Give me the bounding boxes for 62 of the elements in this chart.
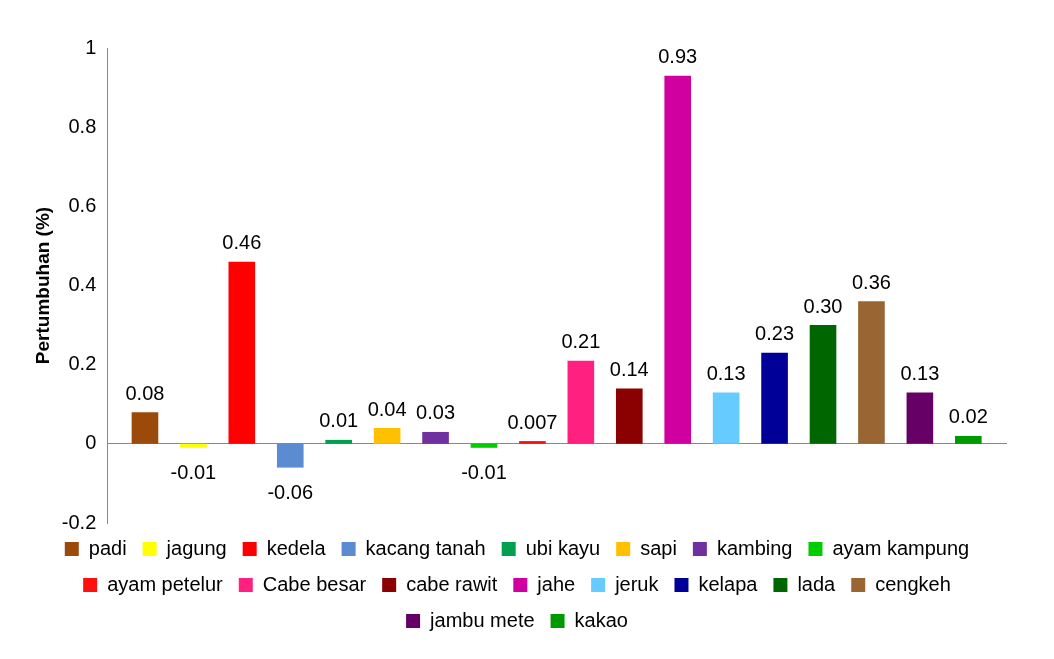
y-tick-label: 0.4: [68, 273, 97, 296]
y-tick-label: 0.2: [68, 352, 97, 375]
data-label: -0.01: [170, 461, 217, 484]
data-label: 0.007: [507, 410, 558, 433]
data-label: 0.02: [948, 405, 988, 428]
data-label: 0.04: [367, 397, 407, 420]
data-label: -0.01: [461, 461, 507, 484]
data-label: 0.30: [803, 294, 843, 317]
bar: [664, 75, 692, 444]
legend-label: ayam petelur: [107, 572, 224, 595]
bar: [761, 352, 788, 444]
y-tick-label: 0.6: [68, 193, 97, 216]
legend-label: jahe: [536, 572, 576, 595]
bar: [276, 443, 304, 468]
legend-label: kelapa: [698, 572, 759, 595]
bar: [422, 431, 449, 444]
bar: [228, 261, 256, 444]
legend-label: cabe rawit: [406, 572, 498, 595]
legend-label: kakao: [574, 608, 628, 631]
legend-label: Cabe besar: [262, 572, 367, 595]
bar: [325, 439, 353, 444]
legend-label: jagung: [165, 536, 227, 559]
y-tick-label: 1: [85, 35, 97, 58]
data-label: 0.08: [125, 381, 165, 404]
y-tick-label: -0.2: [61, 510, 97, 533]
legend-label: kambing: [716, 536, 793, 559]
bar: [615, 388, 643, 444]
data-label: 0.93: [658, 45, 698, 68]
legend-label: kacang tanah: [365, 536, 486, 559]
legend-label: sapi: [640, 536, 677, 559]
y-tick-label: 0: [85, 431, 97, 454]
bar: [519, 441, 546, 444]
data-label: 0.14: [609, 357, 649, 380]
bar: [567, 360, 595, 444]
data-label: 0.36: [851, 270, 891, 293]
data-label: 0.01: [319, 409, 359, 432]
bar: [954, 435, 982, 444]
legend-label: ayam kampung: [832, 536, 970, 559]
y-axis-title: Pertumbuhan (%): [31, 206, 53, 365]
data-label: 0.13: [900, 361, 940, 384]
legend-label: ubi kayu: [525, 536, 601, 559]
bar: [373, 428, 401, 444]
bar: [131, 412, 159, 444]
data-label: 0.21: [561, 330, 601, 353]
data-label: 0.03: [416, 401, 456, 424]
legend-label: kedela: [266, 536, 327, 559]
legend-label: jambu mete: [429, 608, 535, 631]
bar: [906, 392, 934, 444]
bar: [858, 301, 885, 444]
data-label: 0.13: [706, 361, 746, 384]
bar: [712, 392, 740, 444]
data-label: -0.06: [267, 481, 314, 504]
bar: [809, 325, 837, 444]
legend-label: lada: [797, 572, 837, 595]
legend-label: padi: [88, 536, 127, 559]
legend-label: jeruk: [614, 572, 660, 595]
data-label: 0.46: [222, 231, 262, 254]
bar: [470, 443, 498, 448]
y-tick-label: 0.8: [68, 114, 97, 137]
bar: [180, 443, 207, 448]
legend-label: cengkeh: [875, 572, 951, 595]
data-label: 0.23: [755, 322, 795, 345]
